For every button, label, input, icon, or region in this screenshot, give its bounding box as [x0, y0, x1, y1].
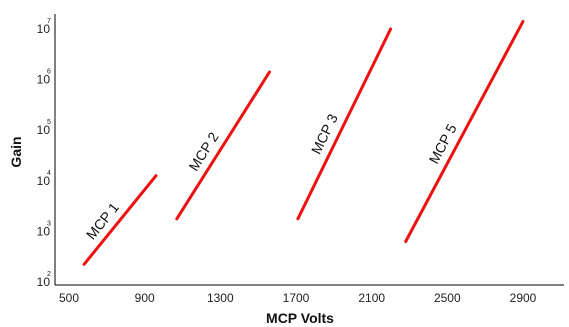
series-label-mcp-1: MCP 1	[83, 199, 122, 242]
x-tick-label: 900	[135, 291, 155, 305]
series-label-mcp-3: MCP 3	[308, 111, 341, 156]
x-tick-label: 500	[59, 291, 79, 305]
x-tick-label: 2900	[510, 291, 537, 305]
x-tick-label: 1300	[207, 291, 234, 305]
x-tick-label: 2500	[434, 291, 461, 305]
x-tick-label: 1700	[283, 291, 310, 305]
y-tick-exponent: 7	[47, 18, 51, 25]
y-tick-exponent: 6	[47, 69, 51, 76]
y-tick-exponent: 4	[47, 170, 51, 177]
x-axis-title: MCP Volts	[266, 310, 334, 326]
y-axis-title: Gain	[8, 136, 24, 167]
y-tick-exponent: 5	[47, 119, 51, 126]
series-labels: MCP 1 MCP 2 MCP 3 MCP 5	[83, 111, 460, 242]
x-tick-label: 2100	[358, 291, 385, 305]
series-line-mcp-2	[177, 72, 270, 219]
y-tick-exponent: 3	[47, 220, 51, 227]
series-label-mcp-2: MCP 2	[185, 129, 221, 174]
series-lines	[84, 21, 523, 264]
x-tick-labels: 500 900 1300 1700 2100 2500 2900	[59, 291, 537, 305]
series-line-mcp-3	[298, 29, 391, 219]
series-line-mcp-5	[406, 21, 523, 241]
y-tick-exponent: 2	[47, 271, 51, 278]
series-label-mcp-5: MCP 5	[426, 121, 460, 166]
